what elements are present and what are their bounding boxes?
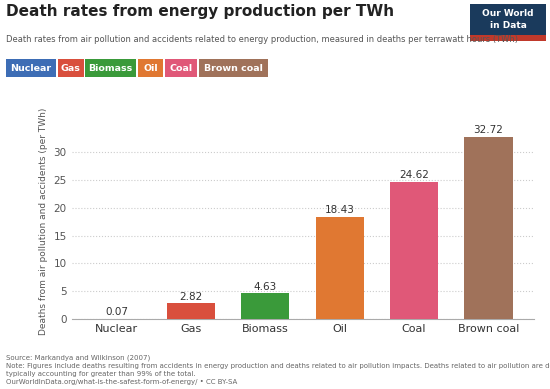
Text: 4.63: 4.63: [254, 282, 277, 292]
Text: Source: Markandya and Wilkinson (2007)
Note: Figures include deaths resulting fr: Source: Markandya and Wilkinson (2007) N…: [6, 355, 550, 385]
Bar: [316, 217, 364, 319]
Text: 0.07: 0.07: [105, 307, 128, 317]
Text: Death rates from air pollution and accidents related to energy production, measu: Death rates from air pollution and accid…: [6, 35, 518, 44]
Text: 18.43: 18.43: [324, 205, 355, 215]
Text: Our World
in Data: Our World in Data: [482, 9, 534, 30]
Y-axis label: Deaths from air pollution and accidents (per TWh): Deaths from air pollution and accidents …: [39, 108, 48, 335]
Bar: [167, 303, 215, 319]
Bar: [241, 293, 289, 319]
Text: Nuclear: Nuclear: [10, 63, 52, 73]
Text: Oil: Oil: [143, 63, 158, 73]
Text: 2.82: 2.82: [179, 292, 202, 301]
Text: Death rates from energy production per TWh: Death rates from energy production per T…: [6, 4, 394, 19]
Text: Biomass: Biomass: [89, 63, 133, 73]
Bar: [390, 182, 438, 319]
Text: 32.72: 32.72: [474, 126, 503, 135]
Text: Brown coal: Brown coal: [204, 63, 263, 73]
Text: 24.62: 24.62: [399, 170, 429, 180]
Text: Gas: Gas: [61, 63, 81, 73]
Text: Coal: Coal: [169, 63, 192, 73]
Bar: [464, 137, 513, 319]
